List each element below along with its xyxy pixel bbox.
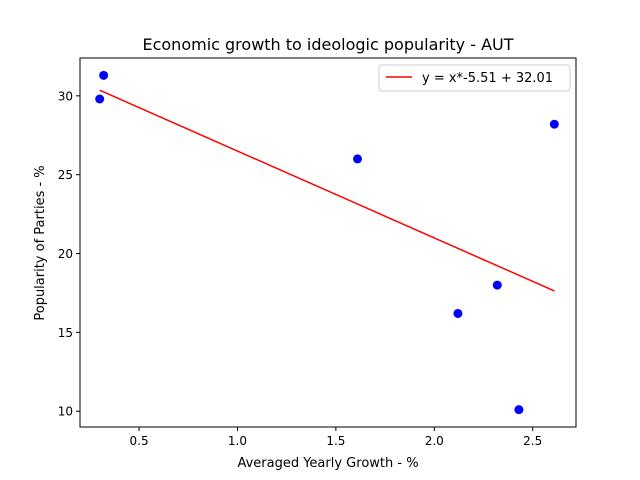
y-tick-label: 30 (58, 89, 73, 103)
y-tick-label: 25 (58, 168, 73, 182)
x-axis-label: Averaged Yearly Growth - % (237, 456, 418, 471)
data-point (95, 94, 105, 104)
legend-box (378, 64, 571, 92)
y-axis-ticks: 10 15 20 25 30 (58, 89, 80, 419)
x-tick-label: 2.0 (425, 434, 444, 448)
y-axis-label: Popularity of Parties - % (33, 165, 48, 320)
x-tick-label: 0.5 (130, 434, 149, 448)
data-point (549, 119, 559, 129)
data-point (492, 280, 502, 290)
data-point (99, 70, 109, 80)
x-tick-label: 1.0 (228, 434, 247, 448)
legend-label: y = x*-5.51 + 32.01 (422, 71, 553, 86)
y-tick-label: 20 (58, 247, 73, 261)
fit-line (99, 89, 555, 292)
data-point (453, 308, 463, 318)
y-tick-label: 15 (58, 326, 73, 340)
data-point (353, 154, 363, 164)
x-tick-label: 1.5 (326, 434, 345, 448)
y-tick-label: 10 (58, 405, 73, 419)
legend: y = x*-5.51 + 32.01 (378, 64, 571, 92)
plot-frame (79, 57, 577, 428)
x-tick-label: 2.5 (523, 434, 542, 448)
x-axis-ticks: 0.5 1.0 1.5 2.0 2.5 (130, 427, 542, 448)
plot-marks (95, 70, 559, 415)
data-point (514, 405, 524, 415)
chart-title: Economic growth to ideologic popularity … (142, 35, 513, 54)
